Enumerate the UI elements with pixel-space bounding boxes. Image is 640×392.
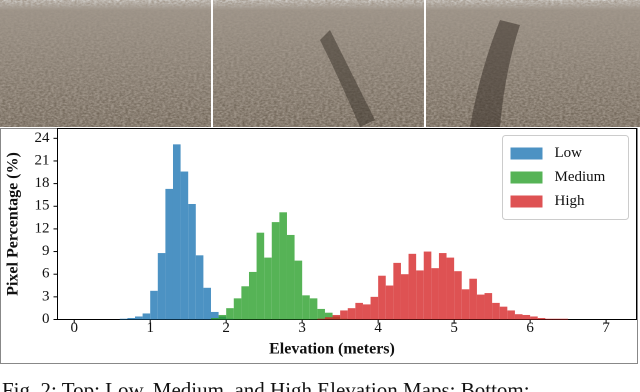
bar (271, 222, 280, 320)
bar (537, 317, 546, 320)
bar (256, 232, 265, 320)
bars (119, 144, 569, 320)
bar (454, 271, 462, 320)
bar (431, 268, 439, 320)
y-tick-label: 15 (35, 198, 50, 214)
bar (226, 308, 234, 320)
bar (286, 234, 295, 320)
bar (499, 306, 508, 320)
bar (507, 310, 515, 320)
bar (514, 314, 523, 320)
x-tick-label: 4 (374, 320, 382, 336)
bar (385, 285, 394, 320)
bar (492, 302, 500, 320)
bar (370, 296, 379, 320)
legend-swatch (510, 171, 543, 184)
bar (210, 317, 219, 320)
bar (378, 275, 386, 320)
y-tick-label: 6 (42, 266, 50, 282)
x-tick-label: 3 (298, 320, 306, 336)
y-tick-label: 21 (35, 152, 50, 168)
bar (195, 255, 204, 320)
bar (142, 313, 151, 320)
bar (127, 317, 136, 320)
legend-label: High (555, 193, 586, 209)
bar (233, 298, 242, 320)
bar (248, 271, 257, 320)
x-tick-label: 6 (526, 320, 534, 336)
bar (469, 278, 477, 320)
bar (362, 304, 371, 320)
bar (203, 287, 211, 320)
bar (150, 290, 158, 320)
bar (135, 316, 143, 320)
terrain-images (0, 0, 640, 127)
bar (317, 318, 325, 320)
bar (210, 311, 219, 320)
bar (560, 318, 569, 320)
x-tick-label: 7 (602, 320, 610, 336)
bar (552, 318, 561, 320)
bar (165, 188, 173, 320)
bar (188, 203, 196, 320)
bar (355, 302, 363, 320)
y-tick-label: 12 (35, 220, 50, 236)
y-axis-label: Pixel Percentage (%) (5, 152, 22, 296)
bar (438, 253, 447, 320)
bar (294, 260, 303, 320)
y-tick-label: 9 (42, 243, 50, 259)
bar (264, 257, 272, 320)
y-tick-label: 3 (42, 288, 50, 304)
x-axis-label: Elevation (meters) (269, 341, 395, 358)
bar (484, 293, 493, 320)
bar (400, 274, 409, 320)
terrain-low-texture (0, 0, 211, 127)
terrain-high-texture (426, 0, 640, 127)
legend-swatch (510, 195, 543, 208)
bar (241, 286, 249, 320)
x-tick-label: 2 (222, 320, 230, 336)
bar (324, 312, 333, 320)
bar (279, 212, 287, 320)
bar (309, 298, 318, 320)
terrain-valley (470, 20, 520, 127)
bar (180, 171, 189, 320)
bar (317, 308, 325, 320)
bar (302, 295, 310, 320)
bar (119, 318, 128, 320)
x-tick-label: 0 (70, 320, 78, 336)
bar (393, 262, 401, 320)
y-tick-label: 18 (35, 175, 50, 191)
bar (461, 289, 470, 320)
y-tick-label: 0 (42, 311, 50, 327)
bar (416, 270, 424, 320)
terrain-ridge (320, 30, 375, 127)
x-tick-label: 5 (450, 320, 458, 336)
terrain-medium-texture (213, 0, 424, 127)
bar (340, 310, 348, 320)
bar (157, 253, 166, 320)
caption: Fig. 2: Top: Low, Medium, and High Eleva… (2, 378, 530, 392)
y-tick-label: 24 (35, 130, 51, 146)
bar (347, 308, 356, 320)
bar (408, 253, 417, 320)
bar (545, 318, 553, 320)
x-tick-label: 1 (146, 320, 154, 336)
bar (522, 314, 531, 320)
bar (172, 144, 181, 320)
legend-label: Low (555, 145, 583, 161)
bar (530, 316, 538, 320)
legend-swatch (510, 147, 543, 160)
bar (446, 257, 455, 320)
bar (423, 251, 432, 320)
bar (476, 294, 485, 320)
legend-label: Medium (555, 169, 606, 185)
bar (218, 314, 227, 320)
bar (324, 317, 333, 320)
bar (332, 314, 341, 320)
